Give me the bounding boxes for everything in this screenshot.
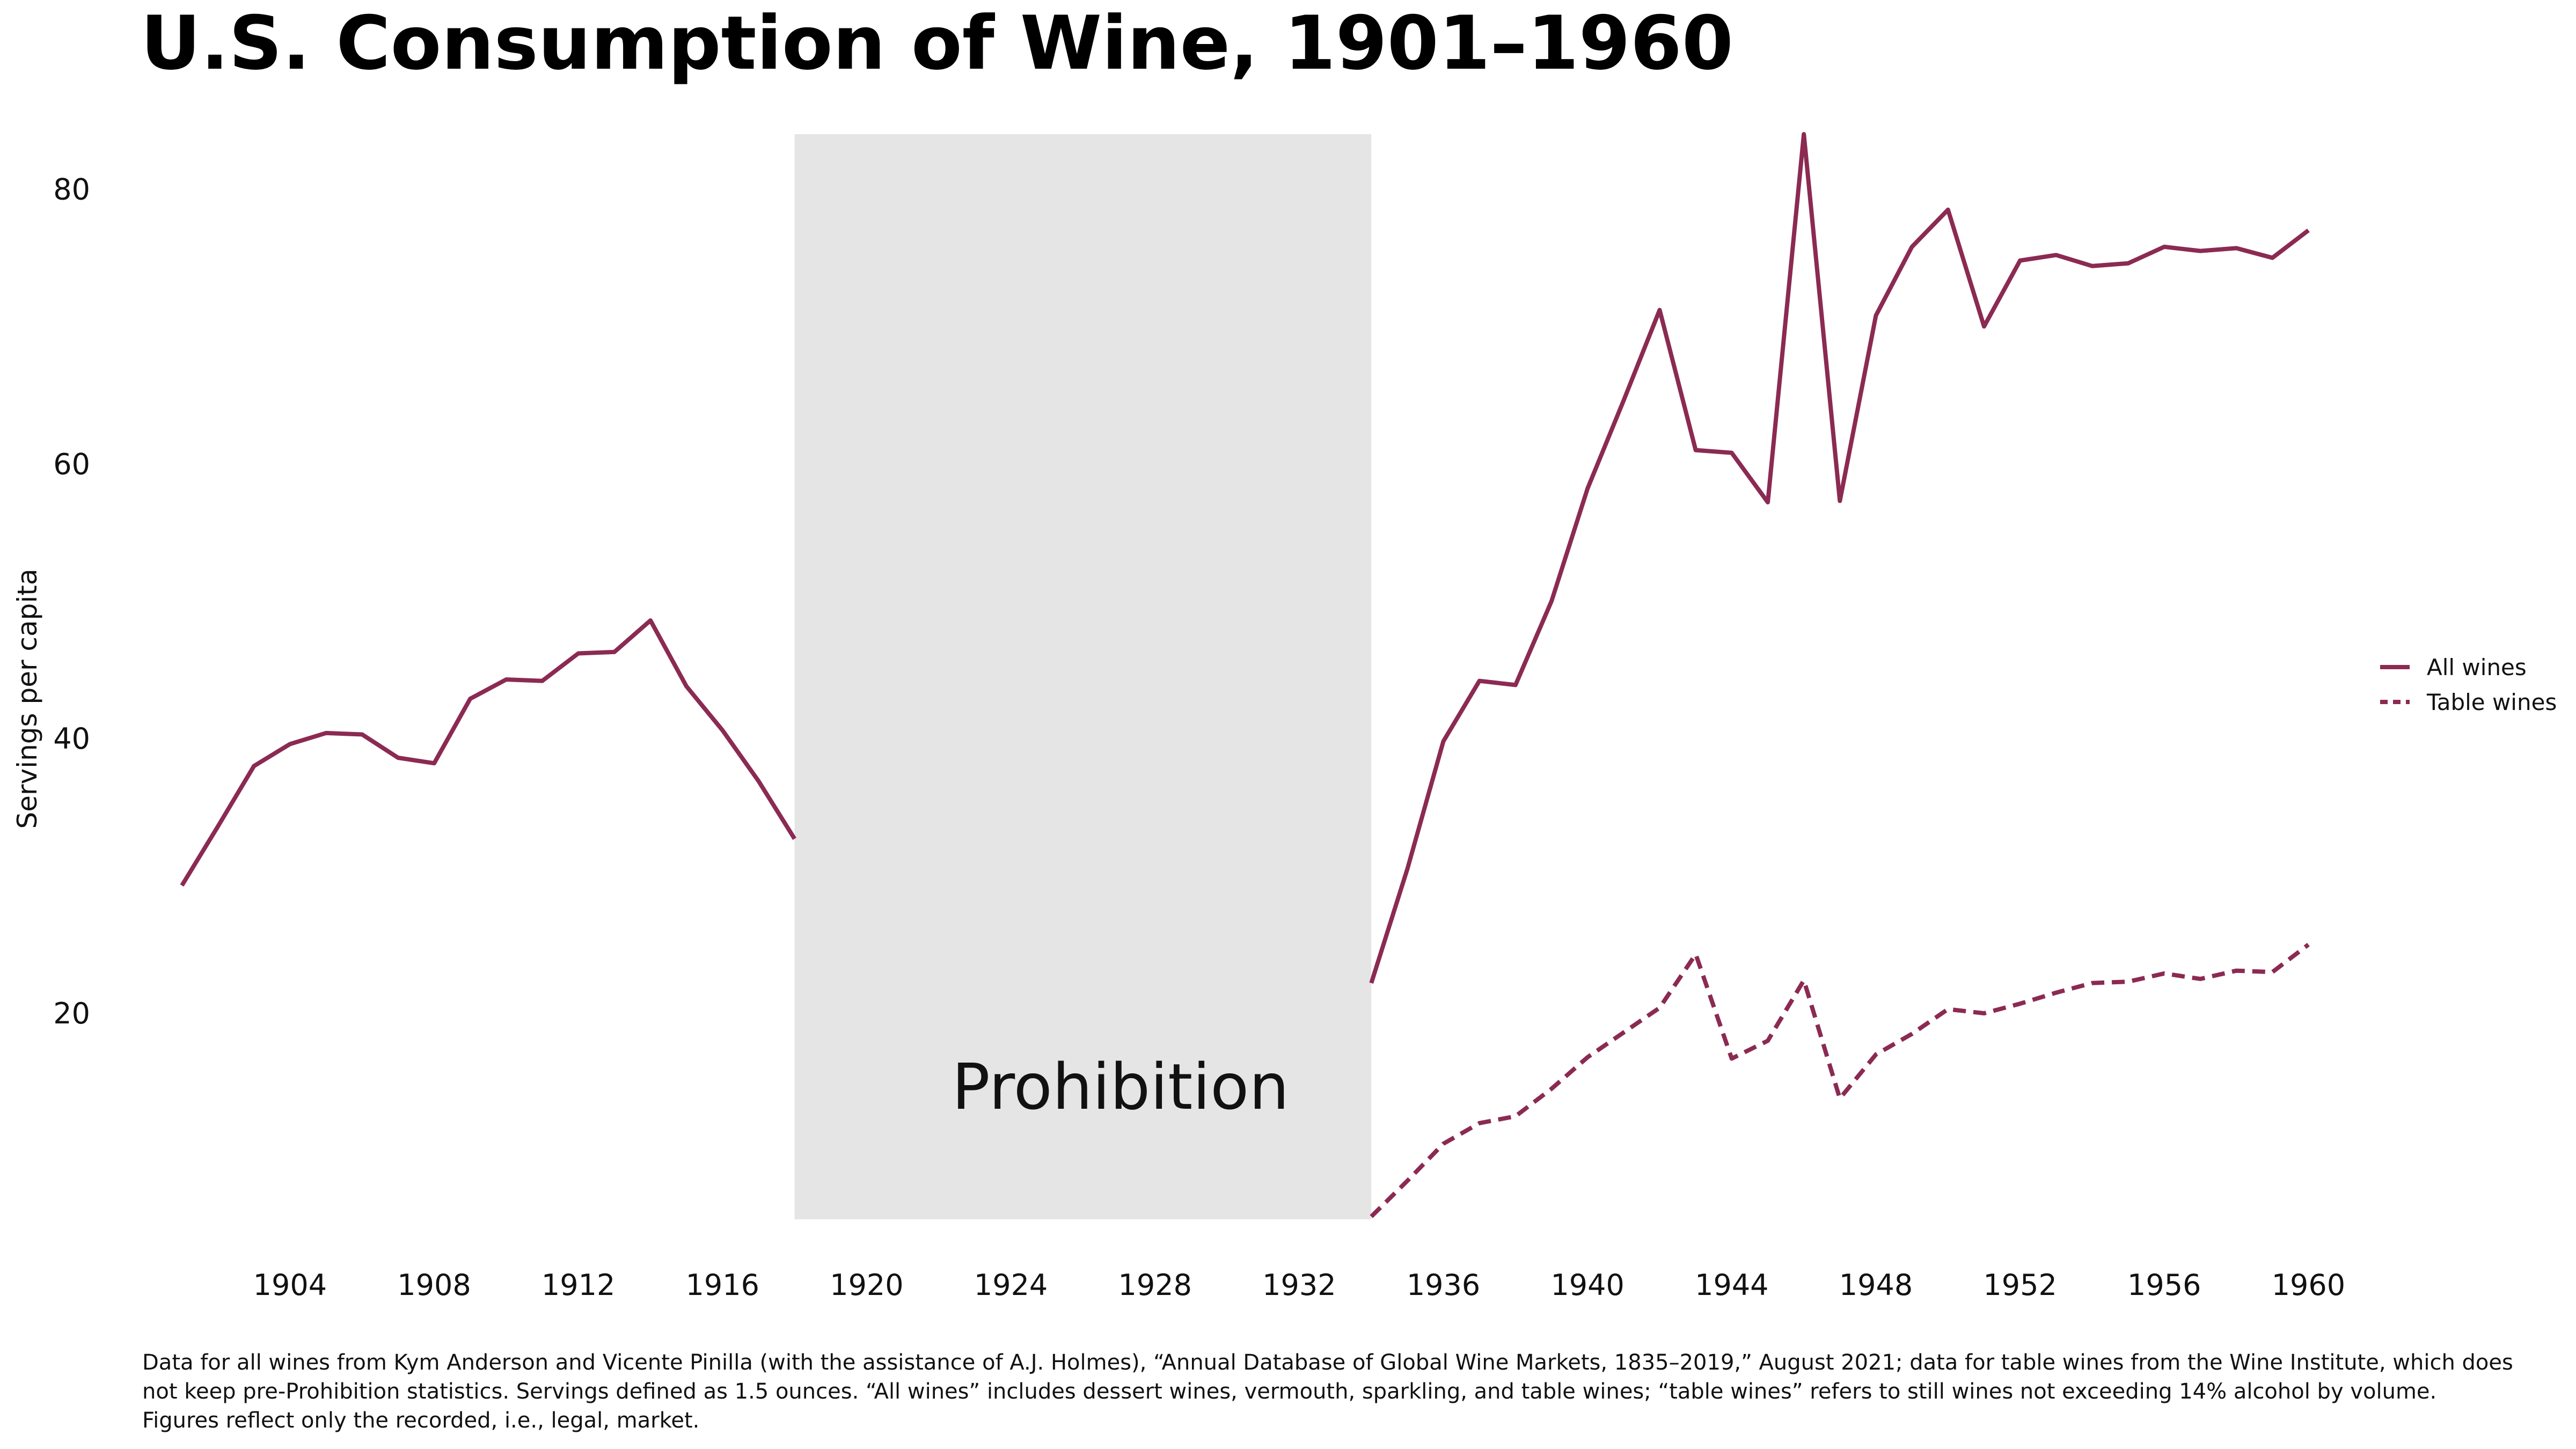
x-tick-label: 1952: [1983, 1268, 2057, 1302]
y-axis-label: Servings per capita: [12, 569, 43, 829]
series-line-all-wines-2: [1369, 132, 2310, 984]
x-tick-label: 1904: [253, 1268, 327, 1302]
x-axis-ticks: 1904 1908 1912 1916 1920 1924 1928 1932 1936 1940…: [253, 1268, 2346, 1302]
x-tick-label: 1928: [1118, 1268, 1192, 1302]
x-tick-label: 1932: [1262, 1268, 1336, 1302]
x-tick-label: 1916: [686, 1268, 759, 1302]
y-tick-label: 60: [53, 447, 90, 481]
x-tick-label: 1920: [830, 1268, 903, 1302]
y-tick-label: 80: [53, 172, 90, 206]
prohibition-shading: [794, 134, 1372, 1219]
x-tick-label: 1924: [974, 1268, 1048, 1302]
x-tick-label: 1912: [541, 1268, 615, 1302]
x-tick-label: 1944: [1695, 1268, 1768, 1302]
source-note: Data for all wines from Kym Anderson and…: [142, 1350, 2513, 1433]
prohibition-label: Prohibition: [952, 1050, 1290, 1124]
y-tick-label: 20: [53, 997, 90, 1030]
y-tick-label: 40: [53, 722, 90, 756]
series-line-all-wines-1: [180, 618, 796, 887]
x-tick-label: 1936: [1407, 1268, 1480, 1302]
x-tick-label: 1960: [2272, 1268, 2345, 1302]
y-axis-ticks: 20 40 60 80: [53, 172, 90, 1030]
x-tick-label: 1908: [397, 1268, 471, 1302]
series-line-table-wines-1: [1370, 942, 2310, 1218]
chart-title: U.S. Consumption of Wine, 1901–1960: [141, 0, 1733, 86]
legend: All wines Table wines: [2380, 654, 2557, 715]
legend-label: Table wines: [2426, 689, 2557, 715]
legend-label: All wines: [2427, 654, 2527, 680]
series-lines: [180, 132, 2310, 1218]
x-tick-label: 1948: [1839, 1268, 1913, 1302]
x-tick-label: 1940: [1550, 1268, 1624, 1302]
x-tick-label: 1956: [2127, 1268, 2201, 1302]
